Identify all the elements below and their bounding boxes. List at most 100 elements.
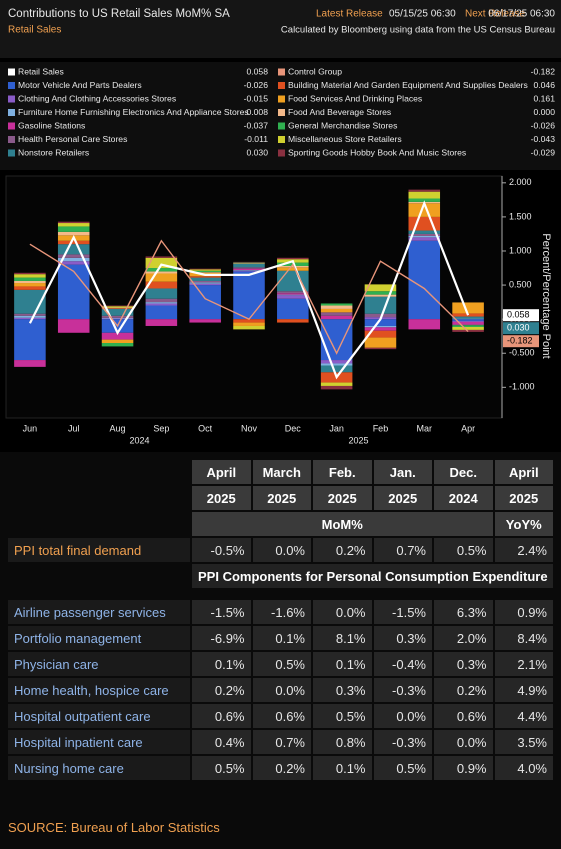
cell: 0.0% (252, 538, 311, 562)
y-axis-label: Percent/Percentage Point (540, 233, 552, 358)
x-tick-label: Jul (68, 423, 80, 433)
legend-swatch (278, 109, 285, 116)
legend-label: Nonstore Retailers (18, 147, 89, 157)
bar-segment (233, 267, 265, 269)
bar-segment (233, 270, 265, 272)
bar-segment (57, 231, 90, 236)
column-header: Jan. (373, 460, 432, 484)
bar-segment (233, 261, 265, 263)
cell: 0.1% (313, 756, 372, 780)
bar-segment (277, 267, 309, 271)
cell: 0.7% (252, 730, 311, 754)
bar-segment (14, 315, 46, 318)
legend-swatch (278, 95, 285, 103)
bar-segment (277, 293, 309, 295)
cell: 0.6% (434, 704, 493, 728)
blank-cell (8, 564, 190, 588)
bar-segment (364, 284, 397, 292)
bar-segment (189, 285, 221, 320)
legend-value: -0.029 (531, 147, 556, 157)
release-label: Next Release (465, 9, 525, 20)
bar-segment (452, 325, 484, 327)
legend-label: Building Material And Garden Equipment A… (288, 80, 528, 90)
legend-value: -0.037 (244, 120, 269, 130)
bar-segment (320, 315, 353, 320)
bar-segment (14, 317, 46, 320)
bar-segment (14, 319, 46, 361)
cell: 0.1% (192, 652, 251, 676)
bar-segment (364, 325, 397, 328)
cell: 0.6% (252, 704, 311, 728)
section-row: PPI Components for Personal Consumption … (8, 564, 553, 588)
bar-segment (452, 326, 484, 330)
cell: 4.4% (494, 704, 553, 728)
y-tick-label: 0.500 (509, 279, 532, 289)
cell: 2.4% (494, 538, 553, 562)
row-label: Hospital outpatient care (8, 704, 190, 728)
bar-segment (320, 365, 353, 373)
column-header: 2025 (373, 486, 432, 510)
x-tick-label: Mar (417, 423, 433, 433)
source-note: Calculated by Bloomberg using data from … (281, 25, 555, 36)
legend-swatch (278, 122, 285, 130)
chart-subtitle: Retail Sales (8, 25, 61, 36)
row-label: Hospital inpatient care (8, 730, 190, 754)
legend-label: Control Group (288, 66, 342, 76)
bar-segment (408, 203, 441, 217)
bar-segment (14, 313, 46, 316)
bar-segment (189, 269, 221, 271)
bar-segment (57, 221, 90, 224)
bar-segment (145, 268, 178, 272)
column-header: Feb. (313, 460, 372, 484)
legend-label: Health Personal Care Stores (18, 134, 127, 144)
legend-swatch (278, 82, 285, 89)
legend-value: -0.026 (531, 120, 556, 130)
bar-segment (320, 382, 353, 386)
bar-segment (277, 265, 309, 268)
legend-label: Retail Sales (18, 66, 64, 76)
release-date: 06/17/25 06:30 (488, 9, 555, 20)
axis-tag-label: -0.182 (507, 336, 533, 346)
bar-segment (452, 318, 484, 320)
bar-segment (408, 240, 441, 320)
bar-segment (452, 302, 484, 314)
bar-segment (233, 263, 265, 268)
bar-segment (408, 319, 441, 330)
y-tick-label: 2.000 (509, 177, 532, 187)
bar-segment (101, 308, 134, 309)
cell: 0.1% (313, 652, 372, 676)
legend-label: Food And Beverage Stores (288, 107, 391, 117)
source: SOURCE: Bureau of Labor Statistics (8, 820, 220, 835)
x-tick-label: Oct (198, 423, 213, 433)
bar-segment (145, 303, 178, 306)
section-header: PPI Components for Personal Consumption … (192, 564, 553, 588)
blank-cell (8, 460, 190, 484)
bar-segment (14, 280, 46, 284)
bar-segment (14, 272, 46, 275)
cell: -1.5% (192, 600, 251, 624)
axis-tag (503, 322, 539, 335)
legend-label: Furniture Home Furnishing Electronics An… (18, 107, 249, 117)
cell: 8.1% (313, 626, 372, 650)
legend-swatch (8, 149, 15, 157)
data-row: Hospital outpatient care 0.6% 0.6% 0.5% 0.0%… (8, 704, 553, 728)
cell: 6.3% (434, 600, 493, 624)
legend-value: 0.161 (533, 93, 555, 103)
bar-segment (320, 385, 353, 390)
cell: 0.3% (373, 626, 432, 650)
x-tick-label: Jan (329, 423, 344, 433)
bar-segment (14, 277, 46, 281)
header-row: April March Feb. Jan. Dec. April (8, 460, 553, 484)
bar-segment (233, 271, 265, 320)
legend-label: Clothing And Clothing Accessories Stores (18, 93, 176, 103)
bar-segment (145, 288, 178, 299)
cell: 0.5% (252, 652, 311, 676)
bar-segment (277, 298, 309, 320)
bar-segment (364, 330, 397, 338)
bar-segment (145, 319, 178, 326)
bar-segment (57, 319, 90, 333)
bar-segment (277, 319, 309, 323)
cell: 4.9% (494, 678, 553, 702)
total-row: PPI total final demand -0.5% 0.0% 0.2% 0.7% 0… (8, 538, 553, 562)
row-label: Airline passenger services (8, 600, 190, 624)
